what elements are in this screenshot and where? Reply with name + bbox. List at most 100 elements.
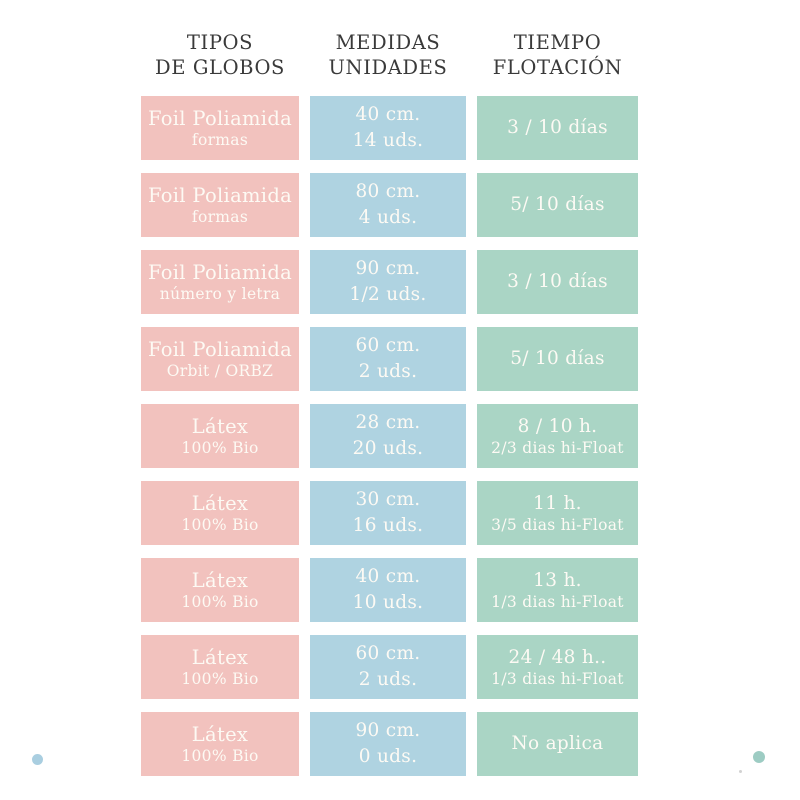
cell-tipo-globo: Látex 100% Bio <box>141 404 299 468</box>
cell-line1: 3 / 10 días <box>507 270 608 292</box>
cell-tiempo-flotacion: 5/ 10 días <box>477 327 638 391</box>
cell-tipo-globo: Foil Poliamida formas <box>141 96 299 160</box>
cell-line1: 80 cm. <box>355 181 421 203</box>
cell-line2: 16 uds. <box>352 515 424 536</box>
column-header-tipos-de-globos: TIPOS DE GLOBOS <box>141 30 299 82</box>
header-line: DE GLOBOS <box>154 56 286 80</box>
header-line: MEDIDAS <box>335 31 441 54</box>
cell-line1: Látex <box>191 414 249 438</box>
table-row: Látex 100% Bio 60 cm. 2 uds. 24 / 48 h..… <box>141 635 638 699</box>
header-line: TIPOS <box>186 31 254 54</box>
cell-tipo-globo: Foil Poliamida número y letra <box>141 250 299 314</box>
cell-tiempo-flotacion: 13 h. 1/3 dias hi-Float <box>477 558 638 622</box>
cell-tiempo-flotacion: 24 / 48 h.. 1/3 dias hi-Float <box>477 635 638 699</box>
cell-line1: 13 h. <box>533 569 582 591</box>
balloon-table: TIPOS DE GLOBOS MEDIDAS UNIDADES TIEMPO … <box>141 30 638 789</box>
cell-line2: 100% Bio <box>181 438 259 457</box>
cell-line2: 100% Bio <box>181 746 259 765</box>
cell-tipo-globo: Látex 100% Bio <box>141 712 299 776</box>
cell-line1: 24 / 48 h.. <box>508 646 607 668</box>
cell-line1: 30 cm. <box>355 489 421 511</box>
cell-tipo-globo: Foil Poliamida Orbit / ORBZ <box>141 327 299 391</box>
cell-line1: Foil Poliamida <box>147 337 293 361</box>
cell-line1: 11 h. <box>533 492 582 514</box>
cell-line2: 2 uds. <box>358 361 418 382</box>
table-row: Látex 100% Bio 30 cm. 16 uds. 11 h. 3/5 … <box>141 481 638 545</box>
header-line: TIEMPO <box>513 31 602 54</box>
cell-medidas-unidades: 80 cm. 4 uds. <box>310 173 466 237</box>
cell-tiempo-flotacion: 8 / 10 h. 2/3 dias hi-Float <box>477 404 638 468</box>
cell-medidas-unidades: 60 cm. 2 uds. <box>310 635 466 699</box>
cell-line2: 0 uds. <box>358 746 418 767</box>
header-line: FLOTACIÓN <box>492 56 623 80</box>
cell-tiempo-flotacion: 3 / 10 días <box>477 250 638 314</box>
cell-medidas-unidades: 90 cm. 0 uds. <box>310 712 466 776</box>
table-row: Látex 100% Bio 40 cm. 10 uds. 13 h. 1/3 … <box>141 558 638 622</box>
cell-line1: 5/ 10 días <box>510 193 605 215</box>
teal-dot-decoration <box>753 751 765 763</box>
cell-tipo-globo: Foil Poliamida formas <box>141 173 299 237</box>
cell-tiempo-flotacion: No aplica <box>477 712 638 776</box>
cell-line1: 28 cm. <box>355 412 421 434</box>
cell-line1: 3 / 10 días <box>507 116 608 138</box>
cell-line2: 100% Bio <box>181 592 259 611</box>
cell-line2: 14 uds. <box>352 130 424 151</box>
table-row: Foil Poliamida formas 40 cm. 14 uds. 3 /… <box>141 96 638 160</box>
cell-medidas-unidades: 40 cm. 14 uds. <box>310 96 466 160</box>
cell-line2: 3/5 dias hi-Float <box>491 515 624 534</box>
cell-medidas-unidades: 30 cm. 16 uds. <box>310 481 466 545</box>
cell-line2: 2 uds. <box>358 669 418 690</box>
cell-line2: formas <box>191 207 249 226</box>
cell-line2: 100% Bio <box>181 669 259 688</box>
cell-line1: Foil Poliamida <box>147 106 293 130</box>
column-header-medidas-unidades: MEDIDAS UNIDADES <box>310 30 466 82</box>
cell-line1: 40 cm. <box>355 104 421 126</box>
cell-line2: 1/2 uds. <box>349 284 427 305</box>
cell-line2: 2/3 dias hi-Float <box>491 438 624 457</box>
cell-line2: 1/3 dias hi-Float <box>491 669 624 688</box>
cell-line1: Foil Poliamida <box>147 260 293 284</box>
cell-line1: No aplica <box>511 732 604 754</box>
cell-tiempo-flotacion: 5/ 10 días <box>477 173 638 237</box>
cell-line1: Foil Poliamida <box>147 183 293 207</box>
cell-line2: formas <box>191 130 249 149</box>
cell-line2: número y letra <box>159 284 281 303</box>
cell-line2: 4 uds. <box>358 207 418 228</box>
cell-line1: Látex <box>191 491 249 515</box>
cell-line1: 60 cm. <box>355 643 421 665</box>
table-row: Foil Poliamida Orbit / ORBZ 60 cm. 2 uds… <box>141 327 638 391</box>
cell-tipo-globo: Látex 100% Bio <box>141 558 299 622</box>
cell-medidas-unidades: 40 cm. 10 uds. <box>310 558 466 622</box>
cell-line1: Látex <box>191 722 249 746</box>
cell-line2: 1/3 dias hi-Float <box>491 592 624 611</box>
cell-line1: Látex <box>191 568 249 592</box>
cell-line1: 90 cm. <box>355 720 421 742</box>
cell-line1: Látex <box>191 645 249 669</box>
cell-tiempo-flotacion: 11 h. 3/5 dias hi-Float <box>477 481 638 545</box>
cell-medidas-unidades: 28 cm. 20 uds. <box>310 404 466 468</box>
blue-dot-decoration <box>32 754 43 765</box>
cell-line1: 90 cm. <box>355 258 421 280</box>
table-row: Foil Poliamida formas 80 cm. 4 uds. 5/ 1… <box>141 173 638 237</box>
cell-line1: 5/ 10 días <box>510 347 605 369</box>
cell-tipo-globo: Látex 100% Bio <box>141 635 299 699</box>
cell-line2: 100% Bio <box>181 515 259 534</box>
cell-medidas-unidades: 60 cm. 2 uds. <box>310 327 466 391</box>
cell-line2: 20 uds. <box>352 438 424 459</box>
cell-line2: Orbit / ORBZ <box>166 361 274 380</box>
header-line: UNIDADES <box>328 56 448 80</box>
table-row: Foil Poliamida número y letra 90 cm. 1/2… <box>141 250 638 314</box>
cell-line1: 40 cm. <box>355 566 421 588</box>
table-row: Látex 100% Bio 90 cm. 0 uds. No aplica <box>141 712 638 776</box>
table-row: Látex 100% Bio 28 cm. 20 uds. 8 / 10 h. … <box>141 404 638 468</box>
cell-tipo-globo: Látex 100% Bio <box>141 481 299 545</box>
cell-tiempo-flotacion: 3 / 10 días <box>477 96 638 160</box>
cell-line1: 60 cm. <box>355 335 421 357</box>
cell-medidas-unidades: 90 cm. 1/2 uds. <box>310 250 466 314</box>
cell-line1: 8 / 10 h. <box>517 415 598 437</box>
speck-decoration <box>739 770 742 773</box>
column-header-tiempo-flotacion: TIEMPO FLOTACIÓN <box>477 30 638 82</box>
cell-line2: 10 uds. <box>352 592 424 613</box>
table-header: TIPOS DE GLOBOS MEDIDAS UNIDADES TIEMPO … <box>141 30 638 82</box>
